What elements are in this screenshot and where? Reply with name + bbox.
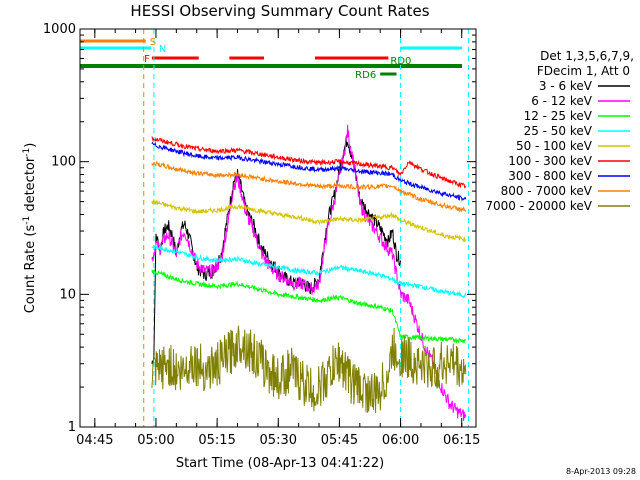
flag-label-rd6: RD6 bbox=[355, 70, 376, 81]
y-axis-label-sup: -1 bbox=[22, 216, 32, 225]
legend: Det 1,3,5,6,7,9, FDecim 1, Att 0 3 - 6 k… bbox=[485, 49, 634, 213]
y-tick-label: 1000 bbox=[43, 22, 76, 37]
legend-label: 3 - 6 keV bbox=[539, 79, 593, 93]
series-line-7 bbox=[151, 141, 467, 202]
series-line-8 bbox=[151, 160, 467, 213]
legend-header-2: FDecim 1, Att 0 bbox=[537, 64, 630, 78]
y-axis-label-tail: detector bbox=[23, 156, 38, 216]
x-tick-label: 05:00 bbox=[137, 433, 174, 448]
legend-label: 12 - 25 keV bbox=[524, 109, 593, 123]
y-axis-label: Count Rate (s-1 detector-1) bbox=[22, 143, 38, 314]
legend-label: 800 - 7000 keV bbox=[501, 184, 593, 198]
x-tick-label: 06:00 bbox=[382, 433, 419, 448]
x-tick-label: 05:45 bbox=[321, 433, 358, 448]
y-tick-label: 1 bbox=[68, 420, 76, 435]
y-tick-label: 100 bbox=[51, 155, 76, 170]
series-line-2 bbox=[151, 124, 467, 421]
legend-label: 7000 - 20000 keV bbox=[485, 199, 592, 213]
x-axis: 04:45 05:00 05:15 05:30 05:45 06:00 06:15 bbox=[76, 29, 480, 448]
series-line-9 bbox=[151, 325, 467, 413]
y-tick-label: 10 bbox=[59, 287, 76, 302]
chart-title: HESSI Observing Summary Count Rates bbox=[130, 2, 429, 20]
date-stamp: 8-Apr-2013 09:28 bbox=[566, 467, 636, 476]
legend-label: 50 - 100 keV bbox=[516, 139, 593, 153]
flag-label-rd0: RD0 bbox=[390, 56, 411, 67]
flag-label-n: N bbox=[159, 44, 166, 55]
series-line-4 bbox=[151, 242, 467, 299]
x-tick-label: 05:30 bbox=[260, 433, 297, 448]
legend-header-1: Det 1,3,5,6,7,9, bbox=[540, 49, 634, 63]
legend-label: 300 - 800 keV bbox=[508, 169, 592, 183]
y-axis-label-main: Count Rate (s bbox=[23, 225, 38, 314]
y-axis-label-close: ) bbox=[23, 143, 38, 148]
legend-label: 25 - 50 keV bbox=[524, 124, 593, 138]
x-tick-label: 04:45 bbox=[76, 433, 113, 448]
y-axis: 1 10 100 1000 bbox=[43, 22, 476, 435]
event-vlines bbox=[143, 29, 470, 427]
x-tick-label: 05:15 bbox=[198, 433, 235, 448]
legend-label: 6 - 12 keV bbox=[531, 94, 593, 108]
flag-label-f: F bbox=[144, 54, 150, 65]
y-axis-label-sup2: -1 bbox=[22, 148, 32, 157]
x-axis-label: Start Time (08-Apr-13 04:41:22) bbox=[176, 456, 384, 471]
x-tick-label: 06:15 bbox=[443, 433, 480, 448]
flag-label-s: S bbox=[150, 37, 156, 48]
series-line-6 bbox=[151, 136, 467, 189]
series-line-5 bbox=[151, 198, 467, 243]
series-line-3 bbox=[151, 269, 467, 344]
series-group bbox=[151, 124, 467, 421]
legend-label: 100 - 300 keV bbox=[508, 154, 592, 168]
